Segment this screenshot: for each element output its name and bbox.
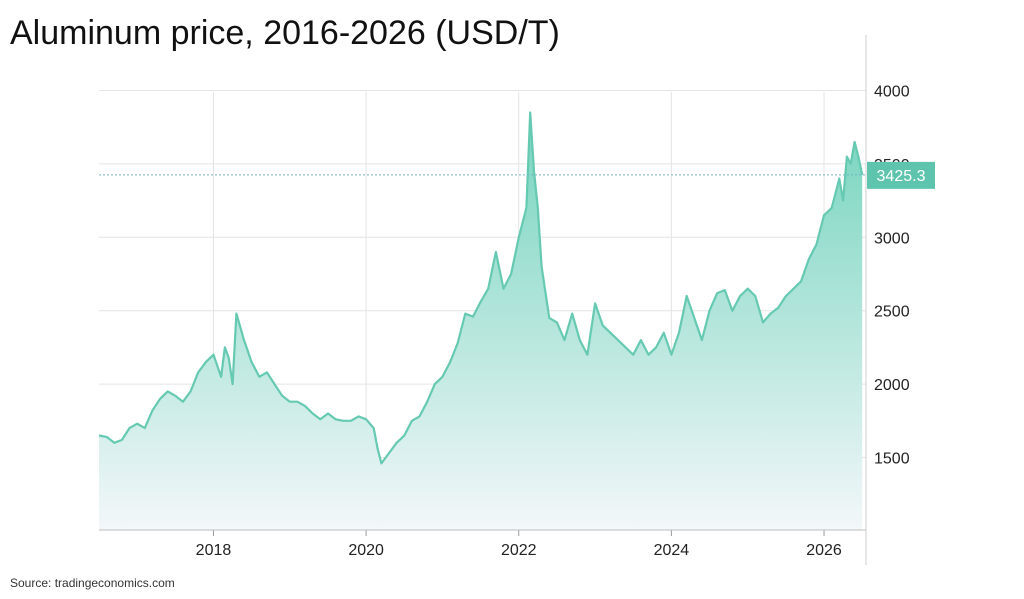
price-area — [99, 112, 863, 530]
x-tick-label: 2026 — [806, 542, 842, 559]
y-tick-label: 1500 — [874, 451, 910, 468]
current-value-marker: 3425.3 — [99, 161, 935, 189]
y-tick-label: 2000 — [874, 377, 910, 394]
current-value-label: 3425.3 — [877, 168, 926, 185]
chart-title: Aluminum price, 2016-2026 (USD/T) — [10, 14, 560, 52]
axes — [99, 35, 867, 565]
y-tick-label: 4000 — [874, 84, 910, 101]
current-value-badge — [867, 161, 935, 189]
y-tick-label: 2500 — [874, 304, 910, 321]
source-note: Source: tradingeconomics.com — [10, 576, 175, 590]
x-axis-labels: 2018 2020 2022 2024 2026 — [196, 542, 842, 559]
price-line — [98, 111, 864, 465]
x-tick-label: 2020 — [348, 542, 384, 559]
x-tick-label: 2022 — [501, 542, 537, 559]
x-tick-label: 2024 — [654, 542, 690, 559]
x-tick-label: 2018 — [196, 542, 232, 559]
y-tick-label: 3000 — [874, 230, 910, 247]
y-axis-labels: 150020002500300035004000 — [874, 84, 910, 468]
